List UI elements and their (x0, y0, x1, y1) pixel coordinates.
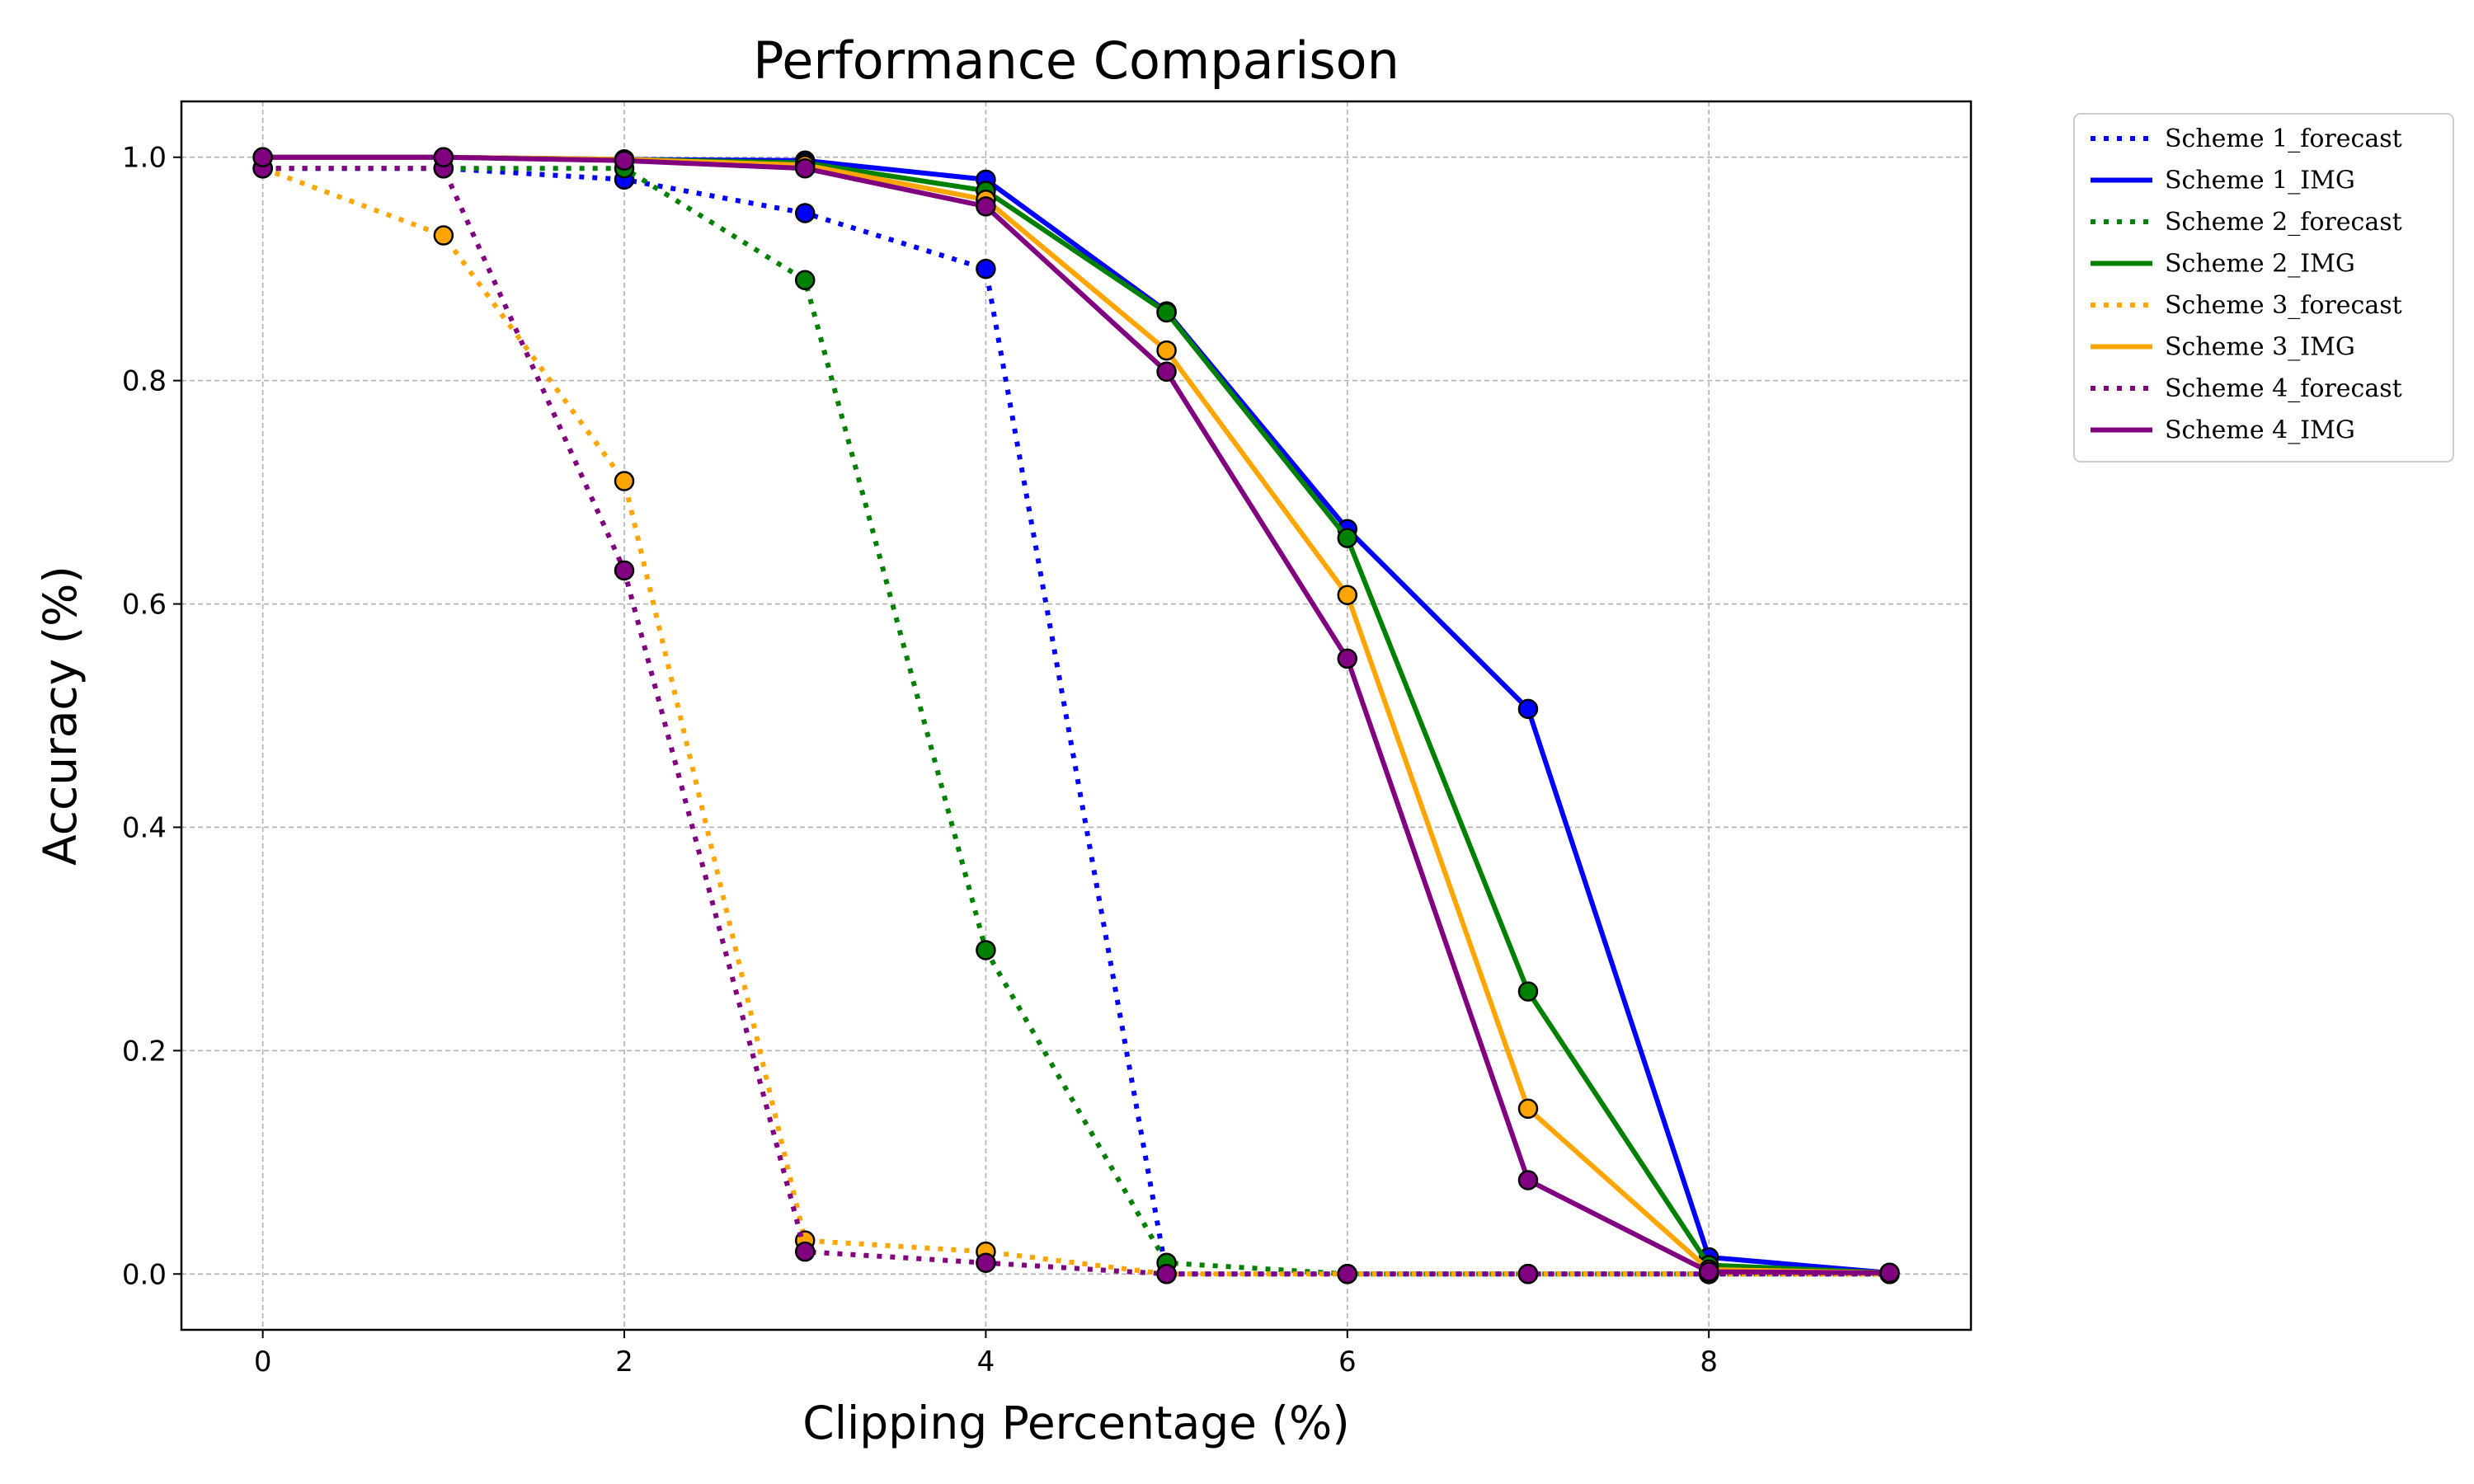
series-6 (252, 147, 1900, 1284)
data-point (1517, 1170, 1539, 1190)
data-point (794, 270, 816, 290)
legend-label: Scheme 2_forecast (2165, 208, 2402, 237)
data-point (1156, 361, 1177, 383)
y-tick-label: 0.4 (122, 811, 167, 844)
data-point (794, 1241, 816, 1262)
series-line (262, 154, 1890, 1275)
data-point (1517, 1098, 1539, 1120)
chart-title: Performance Comparison (753, 31, 1399, 91)
series-7 (252, 158, 1900, 1284)
legend: Scheme 1_forecast Scheme 1_IMG Scheme 2_fo… (2073, 113, 2454, 463)
x-tick-label: 6 (1338, 1345, 1357, 1378)
data-point (794, 158, 816, 179)
grid (181, 101, 1971, 1330)
data-point (1517, 698, 1539, 720)
data-point (1337, 648, 1358, 669)
data-point (976, 196, 996, 217)
legend-label: Scheme 1_IMG (2165, 167, 2355, 195)
legend-box (2073, 113, 2454, 463)
legend-label: Scheme 2_IMG (2165, 250, 2355, 279)
data-point (614, 560, 635, 581)
series-line (262, 154, 1890, 1275)
series-layer (252, 147, 1900, 1284)
series-2 (252, 147, 1900, 1284)
legend-label: Scheme 4_IMG (2165, 416, 2355, 445)
data-point (1156, 340, 1177, 361)
series-line (262, 166, 1890, 1277)
data-point (976, 258, 996, 279)
data-point (976, 940, 996, 960)
series-5 (252, 158, 1900, 1284)
plot-frame (180, 100, 1973, 1331)
series-line (262, 154, 1890, 1275)
series-line (262, 154, 1890, 1275)
y-tick-label: 0.6 (122, 589, 167, 622)
legend-label: Scheme 3_forecast (2165, 291, 2402, 320)
series-4 (252, 147, 1900, 1284)
y-tick-label: 0.0 (122, 1258, 167, 1291)
data-point (1156, 302, 1177, 323)
x-tick-label: 4 (977, 1345, 995, 1378)
data-point (1337, 528, 1358, 548)
x-tick-label: 0 (254, 1345, 272, 1378)
data-point (1517, 981, 1539, 1002)
data-point (1156, 1264, 1177, 1284)
x-tick-label: 2 (615, 1345, 633, 1378)
y-tick-label: 0.8 (122, 365, 167, 398)
x-axis-label: Clipping Percentage (%) (802, 1397, 1349, 1449)
data-point (976, 1252, 996, 1273)
y-axis-label: Accuracy (%) (34, 566, 87, 866)
data-point (614, 471, 635, 491)
data-point (433, 147, 454, 167)
y-tick-label: 1.0 (122, 142, 167, 175)
data-point (1879, 1262, 1900, 1284)
series-line (262, 166, 1890, 1277)
legend-label: Scheme 1_forecast (2165, 124, 2402, 153)
series-1 (252, 158, 1900, 1284)
axis-ticks: 0 2 4 6 8 0.0 0.2 0.4 0.6 0.8 1.0 (122, 142, 1718, 1378)
series-line (262, 166, 1890, 1277)
data-point (1517, 1264, 1539, 1284)
data-point (614, 150, 635, 171)
data-point (1337, 1264, 1358, 1284)
series-line (261, 166, 1890, 1277)
data-point (252, 147, 273, 167)
legend-label: Scheme 3_IMG (2165, 333, 2355, 362)
series-3 (252, 158, 1900, 1284)
data-point (433, 225, 454, 246)
y-tick-label: 0.2 (122, 1035, 167, 1068)
data-point (794, 203, 816, 223)
series-8 (252, 147, 1900, 1284)
legend-label: Scheme 4_forecast (2165, 374, 2402, 403)
x-tick-label: 8 (1700, 1345, 1718, 1378)
data-point (1698, 1261, 1719, 1282)
data-point (1337, 585, 1358, 605)
